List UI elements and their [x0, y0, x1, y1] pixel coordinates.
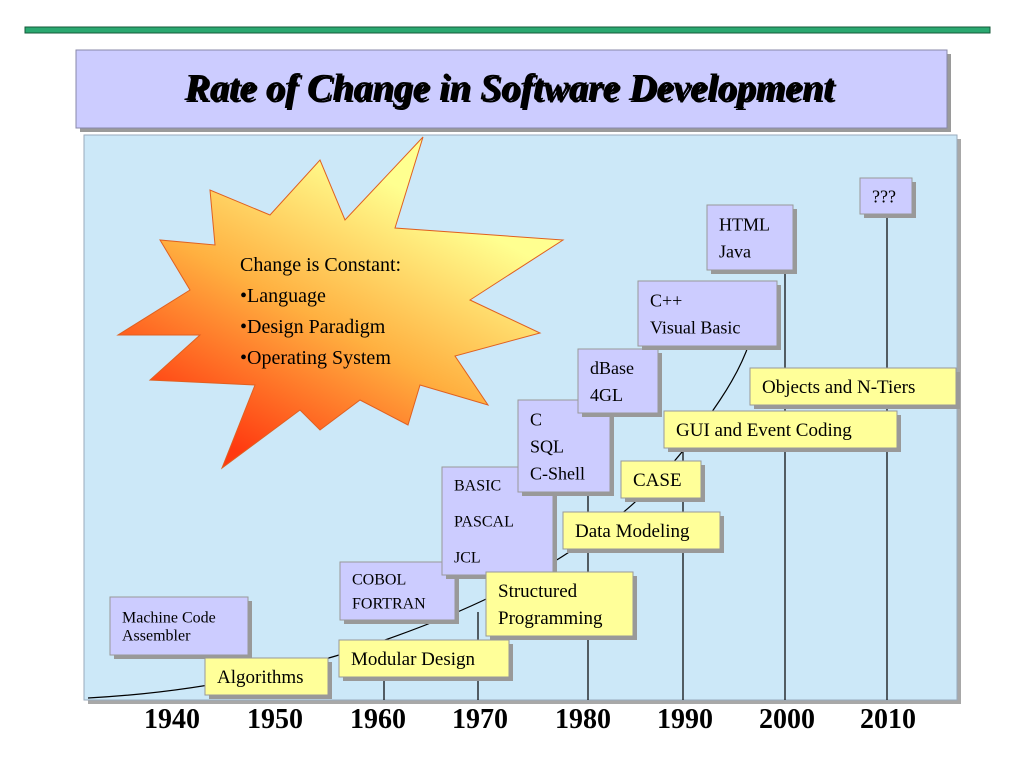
starburst-heading: Change is Constant:	[240, 254, 401, 276]
language-box-text: ???	[872, 186, 896, 206]
year-label: 1940	[144, 704, 200, 735]
language-box	[637, 280, 778, 347]
language-box	[577, 348, 659, 414]
top-bar	[24, 26, 991, 34]
language-box-text: BASIC	[454, 478, 501, 495]
method-box-text: CASE	[633, 470, 682, 491]
language-box-text: 4GL	[590, 385, 623, 405]
method-box	[485, 571, 634, 637]
language-box-text: Machine Code	[122, 610, 216, 627]
language-box	[859, 177, 913, 215]
language-box	[339, 561, 456, 621]
method-box-text: Objects and N-Tiers	[762, 377, 915, 398]
method-box-text: Structured	[498, 581, 578, 602]
method-box	[204, 657, 329, 696]
year-label: 1970	[452, 704, 508, 735]
method-box	[562, 511, 721, 550]
language-box-text: COBOL	[352, 572, 406, 589]
language-box-text: dBase	[590, 358, 634, 378]
language-box-text: Assembler	[122, 628, 191, 645]
language-box-text: C++	[650, 290, 682, 310]
method-box	[663, 410, 898, 449]
language-box-text: Visual Basic	[650, 317, 740, 337]
language-box-text: SQL	[530, 436, 564, 456]
language-box-text: C	[530, 409, 542, 429]
language-box-text: JCL	[454, 550, 481, 567]
year-label: 2010	[860, 704, 916, 735]
language-box	[109, 596, 249, 656]
method-box	[338, 639, 510, 678]
title-shadow-text: Rate of Change in Software Development	[185, 69, 837, 111]
method-box-text: Algorithms	[217, 667, 304, 688]
starburst-bullet: •Design Paradigm	[240, 316, 386, 338]
title-box	[75, 49, 948, 129]
language-box-text: Java	[719, 241, 751, 261]
year-label: 1980	[555, 704, 611, 735]
method-box	[749, 367, 957, 406]
method-box	[620, 460, 702, 499]
year-label: 2000	[759, 704, 815, 735]
language-box-text: C-Shell	[530, 463, 585, 483]
title: Rate of Change in Software Development	[183, 67, 835, 109]
method-box-text: Modular Design	[351, 649, 476, 670]
year-label: 1960	[350, 704, 406, 735]
language-box	[706, 204, 794, 271]
starburst-bullet: •Operating System	[240, 347, 391, 369]
starburst	[116, 136, 565, 470]
language-box-text: PASCAL	[454, 514, 514, 531]
language-box-text: FORTRAN	[352, 596, 426, 613]
method-box-text: Data Modeling	[575, 521, 690, 542]
year-label: 1950	[247, 704, 303, 735]
starburst-bullet: •Language	[240, 285, 326, 307]
method-box-text: Programming	[498, 608, 603, 629]
year-label: 1990	[657, 704, 713, 735]
method-box-text: GUI and Event Coding	[676, 420, 852, 441]
language-box-text: HTML	[719, 214, 770, 234]
